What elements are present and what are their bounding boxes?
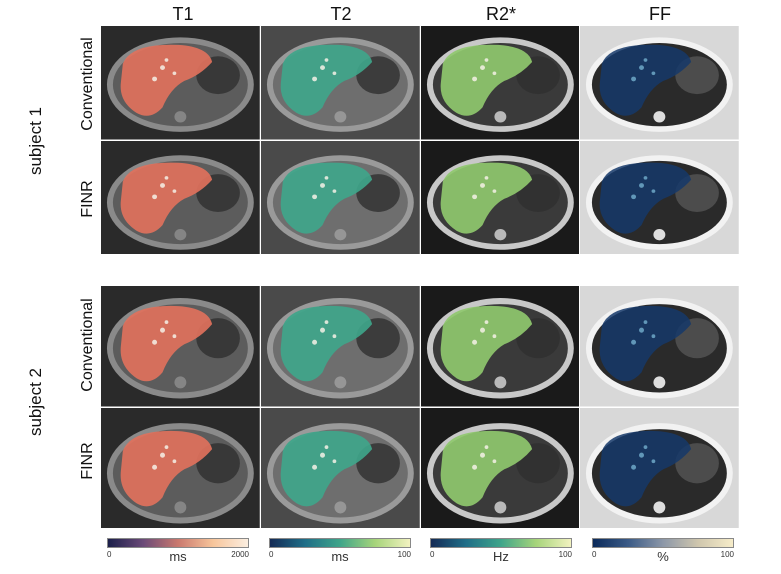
- mri-tile: [101, 407, 260, 528]
- colorbar-gradient: [430, 538, 572, 548]
- colorbar-max-label: 100: [558, 550, 572, 559]
- column-header-ff: FF: [649, 4, 671, 24]
- mri-slice-image: [580, 407, 739, 528]
- colorbar-unit-label: ms: [331, 549, 349, 564]
- colorbar-min-label: 0: [269, 550, 274, 559]
- mri-slice-image: [260, 140, 420, 254]
- colorbar-t2: 0 ms 100: [269, 538, 411, 570]
- liver-overlay: [440, 305, 532, 382]
- mri-tile: [420, 140, 580, 254]
- colorbar-ff: 0 % 100: [592, 538, 734, 570]
- row-label-finr: FINR: [79, 442, 96, 480]
- subject-2-label: subject 2: [26, 367, 45, 437]
- row-label-conventional: Conventional: [79, 37, 96, 131]
- colorbar-unit-label: Hz: [493, 549, 509, 564]
- mri-slice-image: [101, 140, 260, 254]
- colorbar-min-label: 0: [592, 550, 597, 559]
- liver-overlay: [120, 44, 213, 116]
- subject-1-label: subject 1: [26, 106, 45, 176]
- colorbar-max-label: 2000: [231, 550, 249, 559]
- liver-overlay: [440, 430, 532, 506]
- mri-slice-image: [260, 286, 420, 407]
- liver-overlay: [599, 430, 692, 506]
- mri-slice-image: [420, 286, 580, 407]
- mri-tile: [101, 286, 260, 407]
- column-header-t1: T1: [172, 4, 194, 24]
- colorbar-gradient: [269, 538, 411, 548]
- colorbar-gradient: [592, 538, 734, 548]
- colorbar-max-label: 100: [397, 550, 411, 559]
- column-header-r2star: R2*: [485, 4, 516, 24]
- colorbar-min-label: 0: [107, 550, 112, 559]
- row-label-conventional: Conventional: [79, 298, 96, 392]
- mri-slice-image: [580, 140, 739, 254]
- liver-overlay: [280, 430, 372, 506]
- mri-tile: [260, 407, 420, 528]
- liver-overlay: [280, 44, 372, 116]
- mri-tile: [420, 26, 580, 140]
- mri-tile: [420, 286, 580, 407]
- mri-tile: [260, 26, 420, 140]
- liver-overlay: [120, 162, 213, 234]
- colorbar-r2star: 0 Hz 100: [430, 538, 572, 570]
- mri-tile: [260, 286, 420, 407]
- mri-slice-image: [260, 26, 420, 140]
- mri-tile: [580, 286, 739, 407]
- liver-overlay: [599, 305, 692, 382]
- mri-slice-image: [420, 26, 580, 140]
- colorbar-unit-label: %: [657, 549, 669, 564]
- mri-tile: [580, 407, 739, 528]
- liver-overlay: [120, 430, 213, 506]
- mri-slice-image: [260, 407, 420, 528]
- liver-overlay: [440, 162, 532, 234]
- mri-tile: [101, 140, 260, 254]
- colorbar-min-label: 0: [430, 550, 435, 559]
- colorbar-max-label: 100: [720, 550, 734, 559]
- mri-tile: [420, 407, 580, 528]
- mri-tile: [580, 26, 739, 140]
- mri-tile: [101, 26, 260, 140]
- liver-overlay: [440, 44, 532, 116]
- liver-overlay: [599, 162, 692, 234]
- subject-1-image-grid: [101, 26, 739, 254]
- mri-slice-image: [101, 26, 260, 140]
- liver-overlay: [280, 305, 372, 382]
- liver-overlay: [599, 44, 692, 116]
- mri-tile: [260, 140, 420, 254]
- liver-overlay: [280, 162, 372, 234]
- mri-tile: [580, 140, 739, 254]
- mri-slice-image: [101, 407, 260, 528]
- mri-slice-image: [580, 26, 739, 140]
- subject-2-image-grid: [101, 286, 739, 528]
- row-label-finr: FINR: [79, 180, 96, 218]
- liver-overlay: [120, 305, 213, 382]
- mri-slice-image: [420, 407, 580, 528]
- colorbar-gradient: [107, 538, 249, 548]
- colorbar-t1: 0 ms 2000: [107, 538, 249, 570]
- mri-slice-image: [580, 286, 739, 407]
- mri-slice-image: [420, 140, 580, 254]
- colorbar-unit-label: ms: [169, 549, 187, 564]
- mri-slice-image: [101, 286, 260, 407]
- column-header-t2: T2: [330, 4, 352, 24]
